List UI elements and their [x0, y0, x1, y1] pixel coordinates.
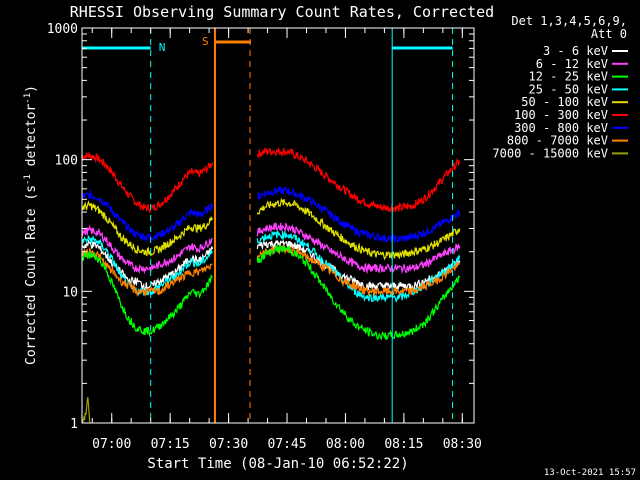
x-tick-label-0730: 07:30 — [209, 437, 248, 452]
legend-label-800-7000-kev: 800 - 7000 keV — [507, 134, 608, 148]
x-axis-label: Start Time (08-Jan-10 06:52:22) — [147, 456, 408, 472]
x-tick-label-0745: 07:45 — [267, 437, 306, 452]
series-line-12-25-kev-seg1 — [256, 243, 461, 341]
y-axis-label-sup2: -1 — [23, 93, 33, 104]
generated-timestamp: 13-Oct-2021 15:57 — [544, 468, 636, 478]
series-line-12-25-kev-seg0 — [81, 250, 213, 338]
y-axis-label-sup1: -1 — [23, 174, 33, 185]
series-line-100-300-kev-seg1 — [256, 146, 461, 213]
chart-title: RHESSI Observing Summary Count Rates, Co… — [70, 3, 494, 21]
legend-label-7000-15000-kev: 7000 - 15000 keV — [492, 146, 608, 160]
series-line-800-7000-kev-seg0 — [81, 246, 213, 298]
x-tick-label-0715: 07:15 — [151, 437, 190, 452]
series-line-25-50-kev-seg0 — [81, 235, 214, 297]
y-axis-label: Corrected Count Rate (s-1 detector-1) — [23, 85, 39, 365]
legend-header-attenuator: Att 0 — [591, 27, 627, 41]
night-label: N — [159, 41, 166, 54]
y-tick-label-1000: 1000 — [47, 22, 78, 37]
legend-label-300-800-kev: 300 - 800 keV — [514, 121, 608, 135]
data-layer — [81, 146, 461, 424]
y-axis-label-end: ) — [24, 85, 39, 93]
series-line-7000-15000-kev-seg0 — [81, 397, 91, 424]
x-tick-label-0700: 07:00 — [92, 437, 131, 452]
saa-label: S — [202, 35, 209, 48]
y-tick-label-100: 100 — [55, 154, 78, 169]
legend-label-12-25-kev: 12 - 25 keV — [529, 70, 608, 84]
series-line-6-12-kev-seg1 — [256, 221, 461, 275]
series-line-300-800-kev-seg1 — [256, 185, 461, 244]
legend-label-50-100-kev: 50 - 100 keV — [521, 95, 608, 109]
legend-label-100-300-kev: 100 - 300 keV — [514, 108, 608, 122]
y-axis-label-main: Corrected Count Rate (s — [24, 185, 39, 365]
axis-ticks: 1 10 100 1000 07:00 07:15 07:30 07:45 08:00 08:15… — [47, 22, 482, 452]
series-line-50-100-kev-seg1 — [256, 197, 461, 261]
y-tick-label-10: 10 — [62, 285, 78, 300]
y-axis-label-mid: detector — [24, 104, 39, 175]
series-line-3-6-kev-seg1 — [256, 240, 461, 291]
legend-header-detectors: Det 1,3,4,5,6,9, — [511, 14, 627, 28]
x-tick-label-0830: 08:30 — [443, 437, 482, 452]
legend-label-25-50-kev: 25 - 50 keV — [529, 82, 608, 96]
series-line-50-100-kev-seg0 — [81, 200, 214, 257]
x-tick-label-0815: 08:15 — [384, 437, 423, 452]
legend-label-6-12-kev: 6 - 12 keV — [536, 57, 608, 71]
plot-frame — [81, 27, 475, 424]
series-line-6-12-kev-seg0 — [81, 224, 213, 275]
y-tick-label-1: 1 — [70, 417, 78, 432]
series-line-100-300-kev-seg0 — [81, 151, 214, 214]
series-line-300-800-kev-seg0 — [81, 189, 214, 243]
x-tick-label-0800: 08:00 — [326, 437, 365, 452]
legend-label-3-6-kev: 3 - 6 keV — [543, 44, 608, 58]
